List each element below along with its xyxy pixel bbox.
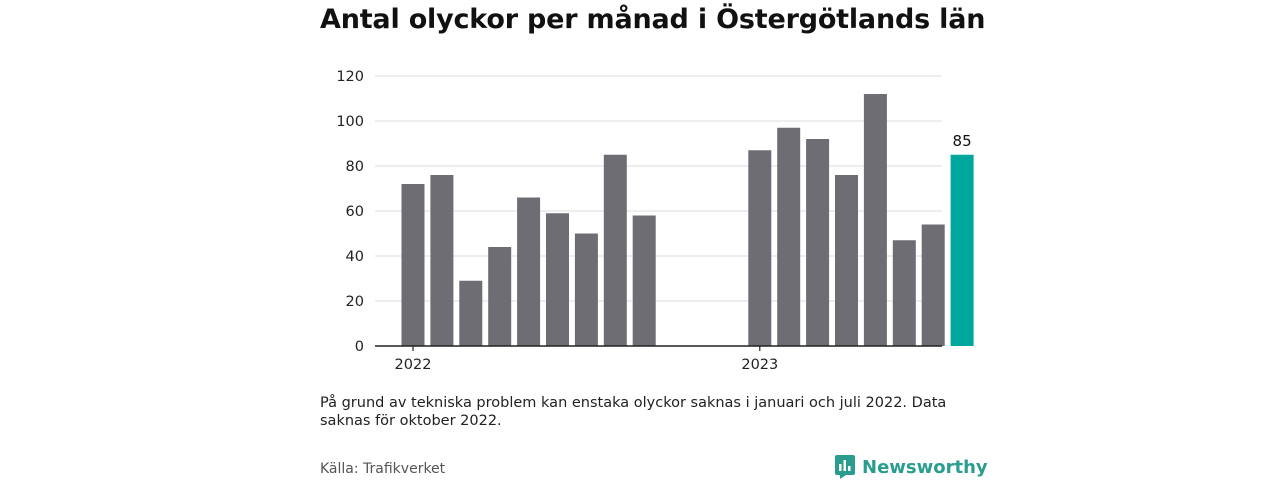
bar-2022-01 xyxy=(401,184,425,346)
source-text: Källa: Trafikverket xyxy=(320,461,446,477)
bar-2022-08 xyxy=(603,154,627,346)
bar-2022-04 xyxy=(488,247,512,346)
bar-2023-06 xyxy=(892,240,916,346)
y-tick-label: 80 xyxy=(346,159,364,175)
bar-2023-03 xyxy=(806,139,830,346)
bar-2022-09 xyxy=(632,215,656,346)
x-tick-label-year: 2023 xyxy=(741,357,778,373)
bar-2023-04 xyxy=(835,175,858,346)
footnote: På grund av tekniska problem kan enstaka… xyxy=(320,395,947,429)
bar-chart: 0 20 40 60 80 100 120 2022 2023 85 xyxy=(336,69,974,373)
y-axis-ticks: 0 20 40 60 80 100 120 xyxy=(336,69,364,355)
x-axis-ticks: 2022 2023 xyxy=(395,346,778,373)
bar-2022-07 xyxy=(574,233,598,346)
bar-2023-05 xyxy=(863,94,887,346)
data-labels: 85 xyxy=(953,132,972,150)
y-tick-label: 60 xyxy=(346,204,364,220)
bar-2022-06 xyxy=(546,213,569,346)
brand-name: Newsworthy xyxy=(862,456,988,478)
bar-2023-01 xyxy=(748,150,772,346)
bar-2023-02 xyxy=(777,127,801,346)
bar-2023-07 xyxy=(921,224,945,346)
y-tick-label: 0 xyxy=(355,339,364,355)
brand-logo[interactable]: Newsworthy xyxy=(835,455,988,479)
bar-2022-03 xyxy=(459,280,483,346)
bar-2023-08 xyxy=(950,154,974,346)
data-label-last: 85 xyxy=(953,132,972,150)
bar-2022-02 xyxy=(430,175,454,346)
bar-chart-logo-icon xyxy=(835,455,855,479)
y-tick-label: 120 xyxy=(336,69,364,85)
y-tick-label: 100 xyxy=(336,114,364,130)
bars xyxy=(401,94,974,346)
bar-2022-05 xyxy=(517,197,541,346)
y-tick-label: 20 xyxy=(346,294,364,310)
chart-title: Antal olyckor per månad i Östergötlands … xyxy=(320,4,986,35)
y-tick-label: 40 xyxy=(346,249,364,265)
x-tick-label-year: 2022 xyxy=(395,357,432,373)
